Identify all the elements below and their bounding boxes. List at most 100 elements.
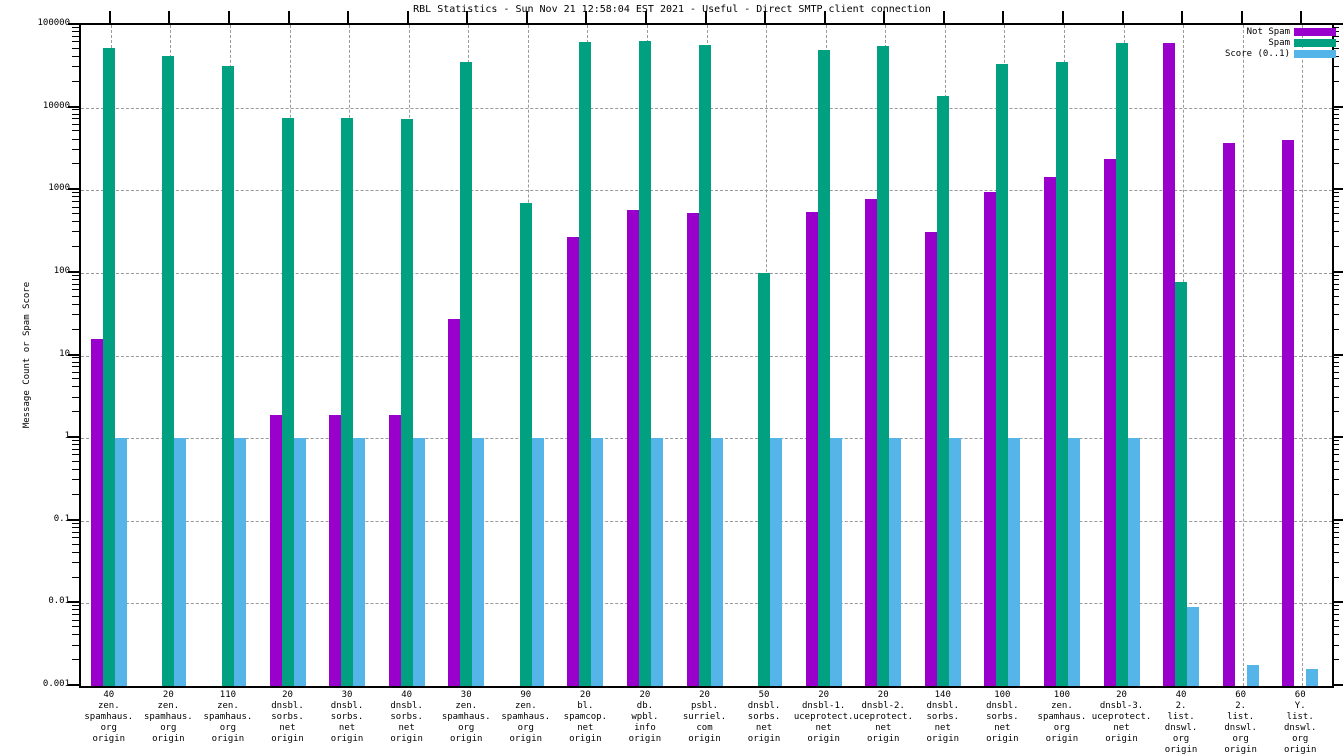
y-axis-tick bbox=[68, 684, 79, 686]
bar bbox=[353, 438, 366, 686]
x-axis-tick-top bbox=[1181, 11, 1183, 23]
y-axis-minor-tick-right bbox=[1332, 522, 1339, 524]
x-axis-label: 140 dnsbl. sorbs. net origin bbox=[926, 690, 960, 744]
y-axis-minor-tick bbox=[72, 371, 79, 373]
x-axis-label: 40 zen. spamhaus. org origin bbox=[84, 690, 134, 744]
y-axis-minor-tick-right bbox=[1332, 531, 1339, 533]
y-axis-minor-tick-right bbox=[1332, 605, 1339, 607]
y-axis-minor-tick-right bbox=[1332, 26, 1339, 28]
y-axis-minor-tick bbox=[72, 361, 79, 363]
y-axis-minor-tick-right bbox=[1332, 109, 1339, 111]
y-axis-minor-tick-right bbox=[1332, 148, 1339, 150]
x-axis-label: 20 psbl. surriel. com origin bbox=[682, 690, 727, 744]
y-axis-minor-tick bbox=[72, 231, 79, 233]
bar bbox=[996, 63, 1009, 686]
y-axis-minor-tick bbox=[72, 357, 79, 359]
x-axis-label: 40 2. list. dnswl. org origin bbox=[1164, 690, 1198, 755]
bar bbox=[1115, 43, 1128, 686]
bar bbox=[1175, 281, 1188, 686]
x-axis-label: 20 dnsbl-2. uceprotect. net origin bbox=[853, 690, 913, 744]
bar bbox=[448, 318, 461, 686]
x-axis-tick-top bbox=[288, 11, 290, 23]
y-axis-minor-tick-right bbox=[1332, 303, 1339, 305]
y-axis-minor-tick-right bbox=[1332, 371, 1339, 373]
y-axis-minor-tick bbox=[72, 378, 79, 380]
y-axis-minor-tick-right bbox=[1332, 448, 1339, 450]
bar bbox=[281, 118, 294, 686]
y-axis-minor-tick bbox=[72, 113, 79, 115]
y-axis-minor-tick-right bbox=[1332, 221, 1339, 223]
bar bbox=[829, 438, 842, 686]
x-axis-tick-top bbox=[407, 11, 409, 23]
y-axis-tick-label: 100000 bbox=[37, 18, 70, 28]
y-axis-minor-tick bbox=[72, 659, 79, 661]
x-axis-label: 50 dnsbl. sorbs. net origin bbox=[747, 690, 781, 744]
x-axis-tick-top bbox=[883, 11, 885, 23]
y-axis-minor-tick bbox=[72, 246, 79, 247]
plot-inner bbox=[81, 25, 1332, 686]
y-axis-minor-tick bbox=[72, 55, 79, 57]
legend-label-score: Score (0..1) bbox=[1224, 49, 1290, 59]
y-axis-minor-tick bbox=[72, 109, 79, 111]
y-axis-minor-tick-right bbox=[1332, 283, 1339, 285]
x-axis-tick-top bbox=[585, 11, 587, 23]
y-axis-minor-tick-right bbox=[1332, 192, 1339, 194]
y-axis-minor-tick bbox=[72, 278, 79, 280]
bar bbox=[650, 438, 663, 686]
bar bbox=[293, 438, 306, 686]
y-axis-minor-tick bbox=[72, 644, 79, 646]
y-axis-minor-tick bbox=[72, 561, 79, 563]
y-axis-minor-tick bbox=[72, 479, 79, 481]
y-axis-minor-tick-right bbox=[1332, 439, 1339, 441]
y-axis-minor-tick-right bbox=[1332, 35, 1339, 37]
bar bbox=[698, 44, 711, 686]
bar bbox=[329, 415, 342, 686]
y-axis-tick-right bbox=[1332, 188, 1343, 191]
y-axis-minor-tick-right bbox=[1332, 479, 1339, 481]
y-axis-tick-right bbox=[1332, 601, 1343, 604]
bar bbox=[233, 438, 246, 686]
x-axis-label: 110 zen. spamhaus. org origin bbox=[203, 690, 253, 744]
y-axis-tick bbox=[68, 105, 79, 108]
bar bbox=[686, 213, 699, 686]
x-axis-tick-top bbox=[109, 11, 111, 23]
bar bbox=[1055, 61, 1068, 686]
bar bbox=[710, 438, 723, 686]
x-axis-label: 90 zen. spamhaus. org origin bbox=[501, 690, 551, 744]
y-axis-minor-tick bbox=[72, 80, 79, 82]
y-axis-minor-tick-right bbox=[1332, 213, 1339, 215]
y-axis-minor-tick bbox=[72, 626, 79, 628]
bar bbox=[626, 209, 639, 686]
y-axis-minor-tick bbox=[72, 605, 79, 607]
x-axis-tick-top bbox=[824, 11, 826, 23]
bar bbox=[1163, 43, 1176, 686]
y-axis-tick-label: 1000 bbox=[48, 183, 70, 194]
x-axis-label: 20 zen. spamhaus. org origin bbox=[143, 690, 193, 744]
y-axis-minor-tick-right bbox=[1332, 328, 1339, 330]
y-axis-minor-tick-right bbox=[1332, 130, 1339, 132]
x-axis-label: 30 dnsbl. sorbs. net origin bbox=[330, 690, 364, 744]
y-axis-minor-tick-right bbox=[1332, 614, 1339, 616]
bar bbox=[770, 438, 783, 686]
x-axis-tick-top bbox=[1300, 11, 1302, 23]
y-axis-minor-tick bbox=[72, 537, 79, 539]
x-axis-tick-top bbox=[1241, 11, 1243, 23]
y-axis-minor-tick-right bbox=[1332, 113, 1339, 115]
x-axis-label: 60 2. list. dnswl. org origin bbox=[1224, 690, 1257, 755]
y-axis-minor-tick-right bbox=[1332, 366, 1339, 368]
y-axis-minor-tick bbox=[72, 47, 79, 49]
y-axis-tick-right bbox=[1332, 518, 1343, 521]
y-axis-tick bbox=[68, 188, 79, 191]
y-axis-minor-tick bbox=[72, 444, 79, 446]
y-axis-minor-tick-right bbox=[1332, 138, 1339, 140]
y-axis-minor-tick-right bbox=[1332, 619, 1339, 621]
y-axis-minor-tick bbox=[72, 206, 79, 208]
y-axis-minor-tick-right bbox=[1332, 659, 1339, 661]
legend-item-not-spam: Not Spam bbox=[1225, 27, 1336, 37]
bar bbox=[877, 46, 890, 686]
y-axis-minor-tick bbox=[72, 196, 79, 198]
y-axis-tick-label: 10000 bbox=[42, 100, 70, 111]
y-axis-minor-tick bbox=[72, 192, 79, 194]
y-axis-minor-tick-right bbox=[1332, 123, 1339, 125]
y-axis-minor-tick bbox=[72, 469, 79, 470]
